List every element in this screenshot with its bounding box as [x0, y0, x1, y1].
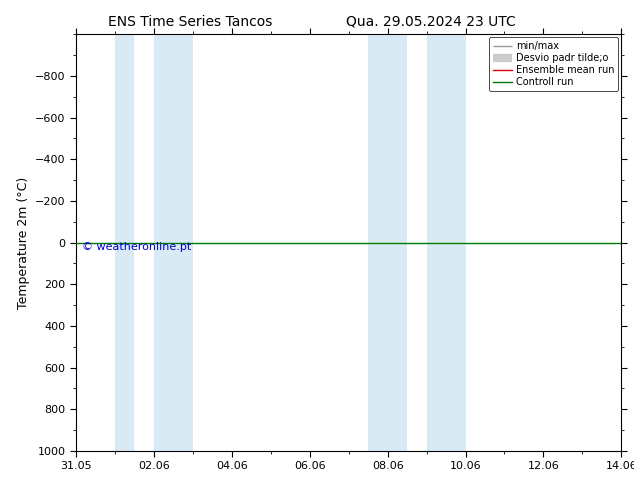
- Legend: min/max, Desvio padr tilde;o, Ensemble mean run, Controll run: min/max, Desvio padr tilde;o, Ensemble m…: [489, 37, 618, 91]
- Text: Qua. 29.05.2024 23 UTC: Qua. 29.05.2024 23 UTC: [346, 15, 516, 29]
- Bar: [427, 34, 465, 451]
- Bar: [154, 34, 193, 451]
- Text: © weatheronline.pt: © weatheronline.pt: [82, 242, 191, 252]
- Text: ENS Time Series Tancos: ENS Time Series Tancos: [108, 15, 273, 29]
- Bar: [115, 34, 134, 451]
- Bar: [368, 34, 407, 451]
- Y-axis label: Temperature 2m (°C): Temperature 2m (°C): [16, 176, 30, 309]
